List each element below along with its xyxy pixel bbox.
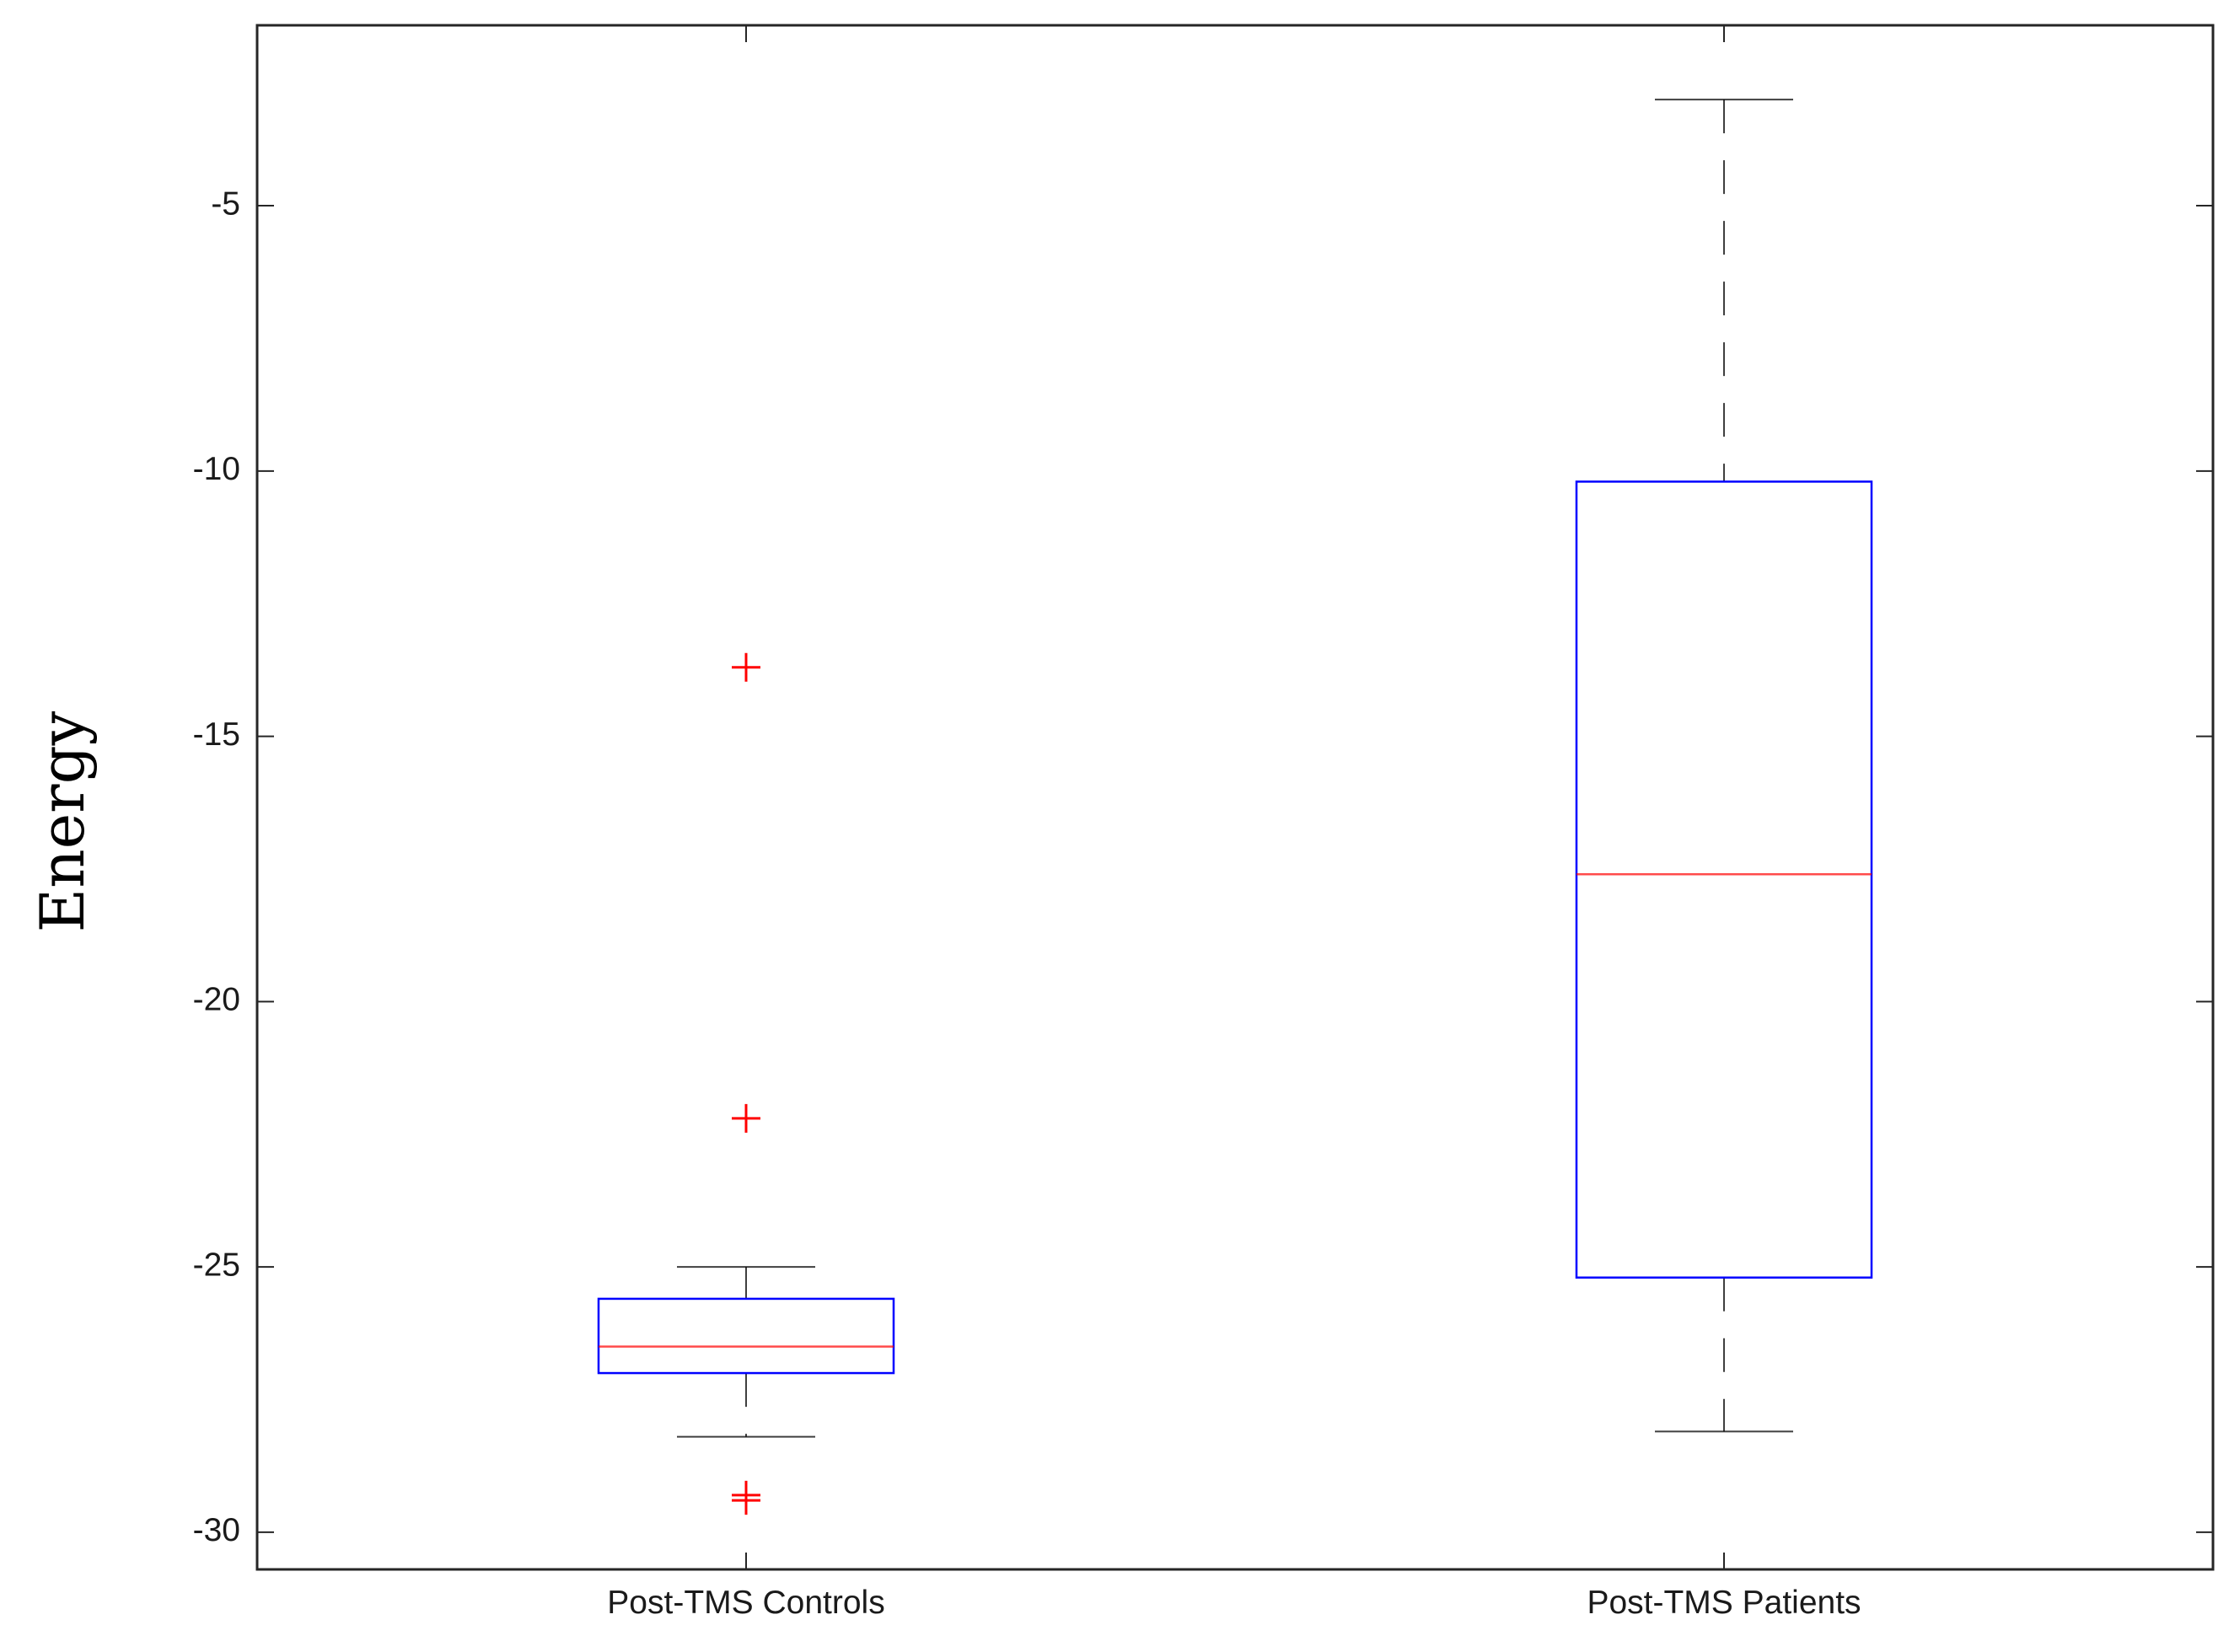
box-1 bbox=[597, 652, 895, 1515]
x-tick-label: Post-TMS Controls bbox=[607, 1585, 884, 1621]
box-series bbox=[597, 99, 1873, 1515]
y-tick-labels: -5 -10 -15 -20 -25 -30 bbox=[193, 185, 240, 1548]
plot-area bbox=[257, 25, 2213, 1569]
x-tick-label: Post-TMS Patients bbox=[1587, 1585, 1861, 1621]
y-tick-label: -5 bbox=[211, 185, 240, 222]
y-tick-label: -20 bbox=[193, 982, 240, 1018]
axis-ticks bbox=[257, 25, 2213, 1569]
y-tick-label: -10 bbox=[193, 451, 240, 487]
outlier-marker bbox=[732, 1103, 760, 1133]
box-iqr bbox=[597, 1297, 895, 1375]
y-tick-label: -30 bbox=[193, 1512, 240, 1548]
y-tick-label: -25 bbox=[193, 1247, 240, 1283]
outlier-marker bbox=[732, 1486, 760, 1515]
plot-frame bbox=[255, 24, 2215, 1571]
outlier-marker bbox=[732, 652, 760, 682]
box-2 bbox=[1575, 99, 1873, 1433]
y-axis-title: Energy bbox=[27, 711, 98, 932]
y-tick-label: -15 bbox=[193, 716, 240, 753]
x-tick-labels: Post-TMS Controls Post-TMS Patients bbox=[607, 1585, 1861, 1621]
box-iqr bbox=[1575, 480, 1873, 1279]
